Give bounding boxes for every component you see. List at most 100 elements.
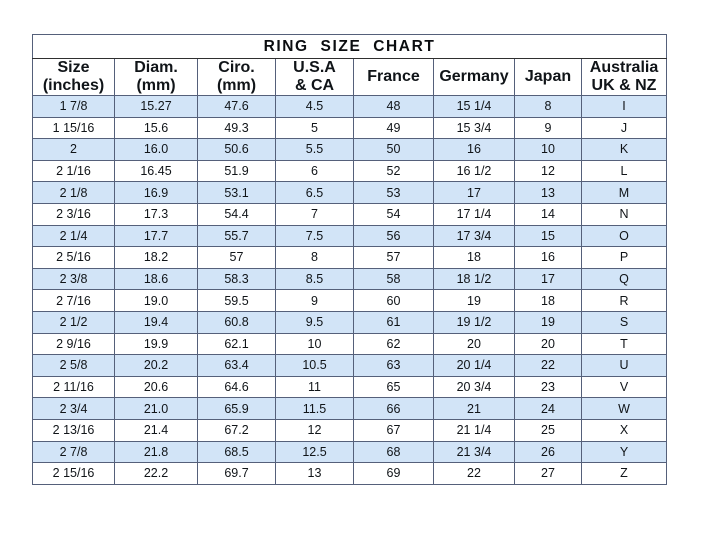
cell-australia-uk-nz: Z — [581, 462, 667, 485]
cell-japan: 14 — [514, 202, 582, 226]
table-row: 1 7/8 15.27 47.6 4.5 48 15 1/4 8 I — [32, 95, 667, 118]
cell-usa-ca: 7.5 — [275, 224, 354, 248]
cell-usa-ca: 5 — [275, 116, 354, 140]
cell-size-inches: 2 5/16 — [32, 246, 115, 269]
cell-germany: 18 — [433, 246, 515, 269]
cell-france: 52 — [353, 159, 434, 183]
table-row: 2 5/16 18.2 57 8 57 18 16 P — [32, 246, 667, 269]
cell-france: 57 — [353, 246, 434, 269]
cell-australia-uk-nz: Q — [581, 267, 667, 291]
cell-circ-mm: 47.6 — [197, 95, 276, 118]
cell-japan: 8 — [514, 95, 582, 118]
cell-diam-mm: 20.2 — [114, 354, 198, 377]
cell-circ-mm: 59.5 — [197, 289, 276, 312]
cell-circ-mm: 49.3 — [197, 116, 276, 140]
column-header-4: France — [353, 58, 434, 96]
table-row: 2 15/16 22.2 69.7 13 69 22 27 Z — [32, 462, 667, 485]
cell-australia-uk-nz: N — [581, 202, 667, 226]
cell-australia-uk-nz: R — [581, 289, 667, 312]
cell-diam-mm: 15.27 — [114, 95, 198, 118]
cell-germany: 16 1/2 — [433, 159, 515, 183]
cell-diam-mm: 16.0 — [114, 138, 198, 161]
cell-circ-mm: 51.9 — [197, 159, 276, 183]
cell-size-inches: 2 9/16 — [32, 332, 115, 356]
table-row: 2 3/16 17.3 54.4 7 54 17 1/4 14 N — [32, 202, 667, 226]
cell-france: 50 — [353, 138, 434, 161]
column-header-line2: & CA — [294, 77, 335, 94]
cell-circ-mm: 54.4 — [197, 202, 276, 226]
cell-france: 49 — [353, 116, 434, 140]
cell-usa-ca: 11 — [275, 375, 354, 399]
cell-diam-mm: 17.3 — [114, 202, 198, 226]
cell-germany: 17 3/4 — [433, 224, 515, 248]
cell-germany: 22 — [433, 462, 515, 485]
cell-size-inches: 2 1/8 — [32, 181, 115, 204]
table-title-row: RING SIZE CHART — [32, 34, 667, 59]
cell-australia-uk-nz: M — [581, 181, 667, 204]
cell-circ-mm: 60.8 — [197, 310, 276, 334]
cell-size-inches: 2 13/16 — [32, 418, 115, 442]
cell-australia-uk-nz: V — [581, 375, 667, 399]
table-row: 2 3/8 18.6 58.3 8.5 58 18 1/2 17 Q — [32, 267, 667, 291]
cell-australia-uk-nz: U — [581, 354, 667, 377]
table-row: 2 1/4 17.7 55.7 7.5 56 17 3/4 15 O — [32, 224, 667, 248]
cell-australia-uk-nz: Y — [581, 440, 667, 464]
cell-diam-mm: 19.9 — [114, 332, 198, 356]
cell-usa-ca: 12.5 — [275, 440, 354, 464]
cell-diam-mm: 16.45 — [114, 159, 198, 183]
cell-france: 60 — [353, 289, 434, 312]
cell-japan: 22 — [514, 354, 582, 377]
table-row: 2 1/2 19.4 60.8 9.5 61 19 1/2 19 S — [32, 310, 667, 334]
cell-diam-mm: 19.4 — [114, 310, 198, 334]
cell-circ-mm: 58.3 — [197, 267, 276, 291]
cell-size-inches: 2 3/8 — [32, 267, 115, 291]
cell-germany: 18 1/2 — [433, 267, 515, 291]
cell-usa-ca: 9.5 — [275, 310, 354, 334]
cell-usa-ca: 8 — [275, 246, 354, 269]
cell-japan: 13 — [514, 181, 582, 204]
column-header-7: Australia UK & NZ — [581, 58, 667, 96]
cell-diam-mm: 18.2 — [114, 246, 198, 269]
cell-usa-ca: 6.5 — [275, 181, 354, 204]
table-header-row: Size (inches) Diam. (mm) Ciro. (mm) U.S.A & CA F… — [32, 58, 667, 96]
column-header-line2: UK & NZ — [591, 77, 657, 94]
cell-japan: 23 — [514, 375, 582, 399]
cell-japan: 12 — [514, 159, 582, 183]
cell-germany: 19 — [433, 289, 515, 312]
ring-size-chart-table: RING SIZE CHART Size (inches) Diam. (mm) Cir… — [32, 34, 667, 485]
cell-usa-ca: 12 — [275, 418, 354, 442]
cell-france: 58 — [353, 267, 434, 291]
table-body: 1 7/8 15.27 47.6 4.5 48 15 1/4 8 I 1 15/16 15.6 49… — [32, 95, 667, 485]
table-row: 2 13/16 21.4 67.2 12 67 21 1/4 25 X — [32, 418, 667, 442]
cell-japan: 15 — [514, 224, 582, 248]
column-header-line1: Ciro. — [218, 59, 255, 76]
cell-size-inches: 2 15/16 — [32, 462, 115, 485]
cell-france: 54 — [353, 202, 434, 226]
cell-australia-uk-nz: L — [581, 159, 667, 183]
cell-usa-ca: 6 — [275, 159, 354, 183]
column-header-line1: Size — [57, 59, 90, 76]
cell-australia-uk-nz: S — [581, 310, 667, 334]
table-row: 1 15/16 15.6 49.3 5 49 15 3/4 9 J — [32, 116, 667, 140]
cell-circ-mm: 67.2 — [197, 418, 276, 442]
cell-australia-uk-nz: O — [581, 224, 667, 248]
cell-circ-mm: 63.4 — [197, 354, 276, 377]
cell-japan: 16 — [514, 246, 582, 269]
cell-size-inches: 2 — [32, 138, 115, 161]
column-header-line1: U.S.A — [293, 59, 336, 76]
cell-france: 66 — [353, 397, 434, 420]
cell-size-inches: 2 1/16 — [32, 159, 115, 183]
column-header-6: Japan — [514, 58, 582, 96]
column-header-line2: (mm) — [136, 77, 176, 94]
cell-size-inches: 1 15/16 — [32, 116, 115, 140]
table-row: 2 3/4 21.0 65.9 11.5 66 21 24 W — [32, 397, 667, 420]
cell-size-inches: 2 5/8 — [32, 354, 115, 377]
cell-diam-mm: 21.8 — [114, 440, 198, 464]
cell-australia-uk-nz: P — [581, 246, 667, 269]
column-header-line1: Germany — [439, 68, 509, 85]
cell-diam-mm: 15.6 — [114, 116, 198, 140]
cell-france: 53 — [353, 181, 434, 204]
cell-france: 67 — [353, 418, 434, 442]
table-row: 2 9/16 19.9 62.1 10 62 20 20 T — [32, 332, 667, 356]
cell-germany: 20 3/4 — [433, 375, 515, 399]
